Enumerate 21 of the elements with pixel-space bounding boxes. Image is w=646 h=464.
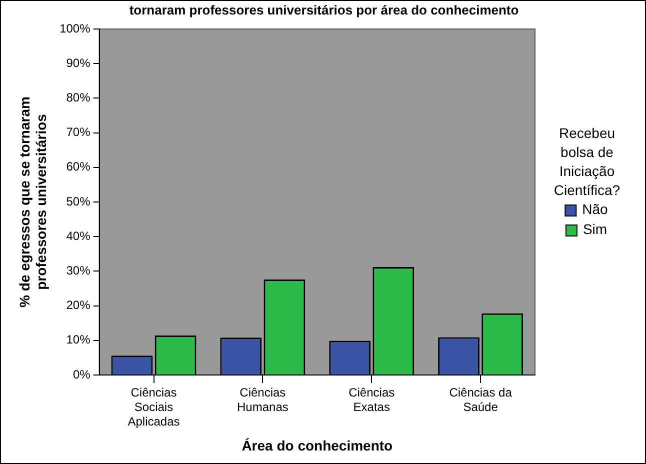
- y-tick-label: 30%: [66, 264, 91, 278]
- legend-label: Não: [582, 200, 608, 217]
- y-tick-label: 10%: [66, 332, 91, 347]
- x-tick-label: Ciências Exatas: [348, 386, 395, 414]
- x-tick-label: Ciências Humanas: [237, 386, 288, 414]
- legend-title: Recebeu bolsa de Iniciação Científica?: [554, 124, 620, 198]
- y-tick-label: 100%: [60, 21, 91, 36]
- y-tick-label: 0%: [72, 367, 91, 382]
- y-tick-label: 80%: [66, 90, 91, 105]
- y-tick-label: 90%: [66, 56, 91, 70]
- x-tick-label: Ciências Sociais Aplicadas: [128, 386, 180, 428]
- x-axis-title: Área do conhecimento: [242, 437, 393, 454]
- y-tick-label: 70%: [66, 125, 91, 140]
- y-tick-label: 50%: [66, 194, 91, 208]
- y-tick-label: 20%: [66, 298, 91, 312]
- legend-label: Sim: [582, 220, 608, 237]
- y-tick-label: 40%: [66, 228, 91, 243]
- x-tick-label: Ciências da Saúde: [449, 386, 512, 414]
- chart-title: tornaram professores universitários por área do conhecimento: [129, 2, 519, 18]
- y-axis-title: % de egressos que se tornaram professores universitários: [16, 96, 50, 308]
- y-tick-label: 60%: [66, 160, 91, 174]
